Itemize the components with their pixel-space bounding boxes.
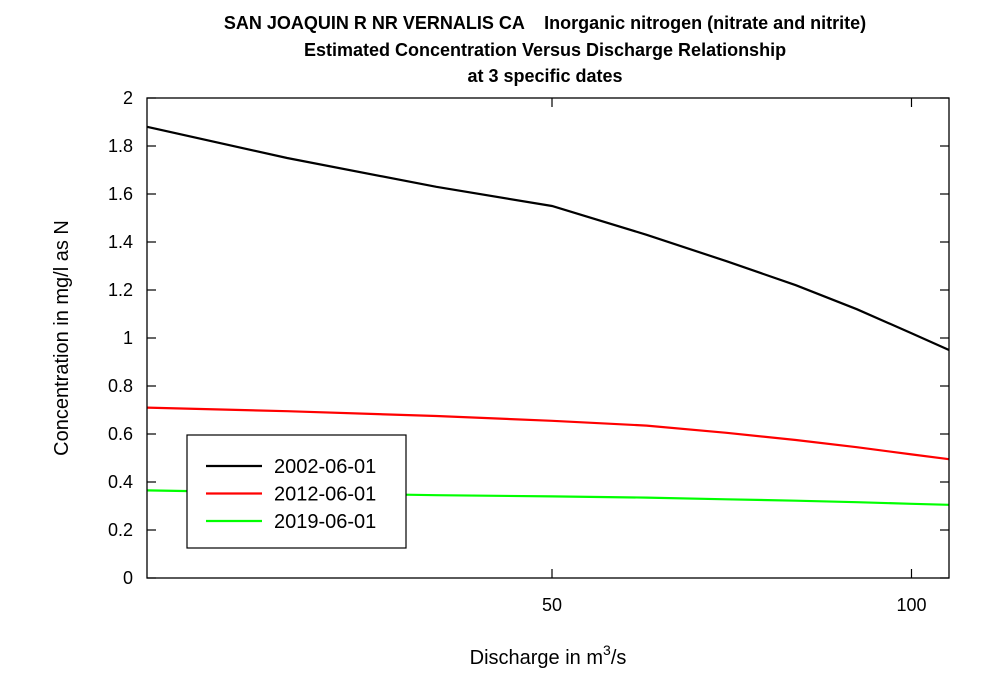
axes-layer: 0 0.2 0.4 0.6 0.8 1 1.2 1.4 1.6 1.8 2 50 100 — [108, 88, 949, 615]
y-tick-label: 1.8 — [108, 136, 133, 156]
y-tick-label: 1.2 — [108, 280, 133, 300]
y-tick-label: 0.6 — [108, 424, 133, 444]
series-line-1 — [146, 125, 950, 352]
y-tick-label: 0.8 — [108, 376, 133, 396]
chart-title-line-3: at 3 specific dates — [467, 66, 622, 86]
x-axis-label-sup: 3 — [603, 642, 611, 658]
x-axis-label: Discharge in m3/s — [470, 642, 627, 669]
legend-label-2: 2012-06-01 — [274, 484, 376, 506]
legend: 2002-06-01 2012-06-01 2019-06-01 — [186, 434, 407, 549]
y-tick-label: 2 — [123, 88, 133, 108]
series-line-2 — [146, 406, 950, 461]
y-tick-label: 0.2 — [108, 520, 133, 540]
y-tick-label: 0.4 — [108, 472, 133, 492]
legend-box — [186, 434, 407, 549]
x-axis-label-main: Discharge in m — [470, 647, 603, 669]
y-tick-label: 1 — [123, 328, 133, 348]
x-axis-label-tail: /s — [611, 647, 627, 669]
chart-title-line-2: Estimated Concentration Versus Discharge… — [304, 40, 786, 60]
x-tick-label: 100 — [896, 595, 926, 615]
x-tick-label: 50 — [542, 595, 562, 615]
y-tick-label: 1.4 — [108, 232, 133, 252]
chart-title-line-1: SAN JOAQUIN R NR VERNALIS CA Inorganic n… — [224, 13, 866, 33]
legend-label-3: 2019-06-01 — [274, 511, 376, 533]
chart-title: SAN JOAQUIN R NR VERNALIS CA Inorganic n… — [224, 13, 866, 86]
y-tick-label: 0 — [123, 568, 133, 588]
y-axis-label: Concentration in mg/l as N — [51, 220, 73, 456]
y-tick-label: 1.6 — [108, 184, 133, 204]
legend-label-1: 2002-06-01 — [274, 456, 376, 478]
